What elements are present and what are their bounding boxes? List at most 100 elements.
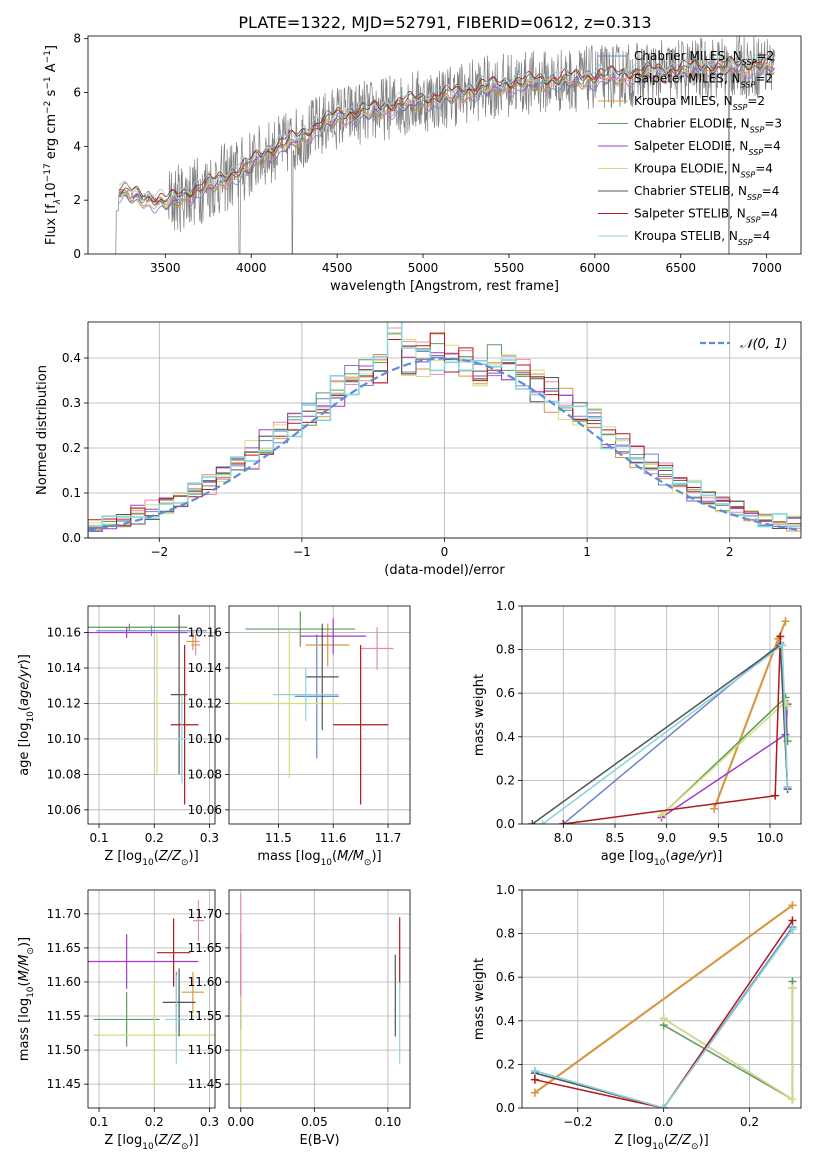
x-tick-label: 8.0 (554, 831, 573, 845)
x-tick-label: 8.5 (605, 831, 624, 845)
axes-frame (521, 605, 802, 825)
x-tick-label: 5000 (408, 261, 439, 275)
legend-entry: Salpeter MILES, NSSP=2 (634, 72, 773, 90)
axes-frame (228, 605, 411, 825)
x-tick-label: 0.10 (375, 1115, 402, 1129)
x-axis-label: Z [log10(Z/Z⊙)] (104, 849, 198, 868)
y-tick-label: 0.6 (496, 686, 515, 700)
y-tick-label: 11.45 (47, 1077, 81, 1091)
model-spectrum-line (118, 53, 775, 201)
y-axis-label: Normed distribution (35, 365, 50, 495)
mass-weight-marker (788, 916, 797, 925)
y-tick-label: 0.0 (496, 1101, 515, 1115)
y-tick-label: 11.50 (47, 1043, 81, 1057)
x-tick-label: 11.7 (375, 831, 402, 845)
mass-weight-marker (788, 984, 797, 993)
y-axis-label: Flux [fλ10−17 erg cm−2 s−1 A−1] (43, 45, 63, 245)
y-tick-label: 11.55 (47, 1009, 81, 1023)
legend-entry: Kroupa ELODIE, NSSP=4 (634, 162, 773, 180)
y-axis-label: age [log10(age/yr)] (17, 654, 36, 776)
y-tick-label: 0.6 (496, 970, 515, 984)
y-axis-label: mass weight (472, 674, 487, 756)
x-tick-label: 11.6 (320, 831, 347, 845)
y-axis-label: mass weight (472, 958, 487, 1040)
legend-entry: Kroupa MILES, NSSP=2 (634, 94, 765, 112)
x-tick-label: 0 (441, 545, 449, 559)
model-spectrum-line (118, 61, 775, 210)
mass-weight-marker (771, 791, 780, 800)
axes-frame (87, 35, 802, 255)
mass-weight-marker (530, 1088, 539, 1097)
x-tick-label: 0.3 (200, 831, 219, 845)
y-tick-label: 10.06 (188, 803, 222, 817)
mass-weight-series (663, 988, 794, 1101)
y-tick-label: 11.45 (188, 1077, 222, 1091)
mass-weight-series (663, 988, 794, 1101)
x-tick-label: 1 (583, 545, 591, 559)
model-spectrum-line (118, 57, 775, 206)
histogram-series (88, 322, 801, 538)
x-tick-label: 0.2 (740, 1115, 759, 1129)
y-tick-label: 0.0 (62, 531, 81, 545)
mass-weight-series (562, 641, 789, 824)
y-tick-label: 0.1 (62, 486, 81, 500)
figure-title: PLATE=1322, MJD=52791, FIBERID=0612, z=0… (238, 13, 651, 32)
mass-weight-series (563, 636, 782, 824)
y-tick-label: 8 (73, 32, 81, 46)
mass-weight-series (534, 920, 794, 1108)
x-tick-label: 0.2 (145, 1115, 164, 1129)
mass-weight-marker (659, 1104, 668, 1108)
legend-entry: Chabrier ELODIE, NSSP=3 (634, 117, 782, 135)
mass-weight-marker (530, 1075, 539, 1084)
x-axis-label: Z [log10(Z/Z⊙)] (614, 1133, 708, 1152)
y-tick-label: 0.4 (62, 351, 81, 365)
y-tick-label: 10.14 (47, 661, 81, 675)
x-tick-label: 0.0 (654, 1115, 673, 1129)
histogram-series (88, 332, 801, 538)
mass-weight-marker (783, 782, 792, 791)
panel-massweight_vs_age: 8.0 8.5 9.0 9.5 10.0 0.0 0.2 0.4 0.6 0.8 1.0 age [l… (472, 599, 802, 868)
y-tick-label: 0.2 (496, 773, 515, 787)
x-tick-label: −1 (293, 545, 311, 559)
legend-entry: Salpeter ELODIE, NSSP=4 (634, 139, 781, 157)
panel-age_vs_mass: 11.5 11.6 11.7 10.06 10.08 10.10 10.12 10.14 10.… (188, 605, 411, 868)
y-tick-label: 0.0 (496, 817, 515, 831)
y-axis-label: mass [log10(M/M⊙)] (17, 937, 36, 1061)
y-tick-label: 11.50 (188, 1043, 222, 1057)
y-tick-label: 0.4 (496, 1014, 515, 1028)
y-tick-label: 1.0 (496, 599, 515, 613)
mass-weight-marker (528, 820, 537, 824)
y-tick-label: 10.14 (188, 661, 222, 675)
x-tick-label: 3500 (150, 261, 181, 275)
mass-weight-marker (778, 641, 787, 650)
x-tick-label: 0.3 (200, 1115, 219, 1129)
x-tick-label: 9.5 (709, 831, 728, 845)
x-axis-label: E(B-V) (299, 1133, 339, 1148)
y-tick-label: 0 (73, 247, 81, 261)
y-tick-label: 10.06 (47, 803, 81, 817)
legend-entry: Salpeter STELIB, NSSP=4 (634, 207, 778, 225)
plot-area-spectrum (113, 36, 776, 254)
x-tick-label: 0.05 (301, 1115, 328, 1129)
mass-weight-marker (538, 820, 547, 824)
mass-weight-marker (710, 804, 719, 813)
panel-massweight_vs_Z: −0.2 0.0 0.2 0.0 0.2 0.4 0.6 0.8 1.0 Z [log10(Z/Z… (472, 883, 802, 1152)
y-tick-label: 0.2 (496, 1057, 515, 1071)
mass-weight-series (534, 928, 794, 1108)
x-tick-label: −2 (150, 545, 168, 559)
y-tick-label: 6 (73, 86, 81, 100)
mass-weight-marker (559, 820, 568, 824)
mass-weight-series (660, 700, 789, 816)
y-tick-label: 10.12 (188, 696, 222, 710)
plot-area-massweight_vs_age (528, 617, 792, 824)
y-tick-label: 10.08 (47, 767, 81, 781)
mass-weight-series (534, 904, 793, 1094)
x-tick-label: 6500 (665, 261, 696, 275)
axes-frame (228, 889, 411, 1109)
panel-age_vs_Z: 0.1 0.2 0.3 10.06 10.08 10.10 10.12 10.14 10.16 Z… (17, 605, 219, 868)
x-tick-label: −0.2 (563, 1115, 592, 1129)
plot-area-age_vs_mass (234, 611, 394, 805)
y-tick-label: 11.70 (188, 907, 222, 921)
x-tick-label: 7000 (751, 261, 782, 275)
